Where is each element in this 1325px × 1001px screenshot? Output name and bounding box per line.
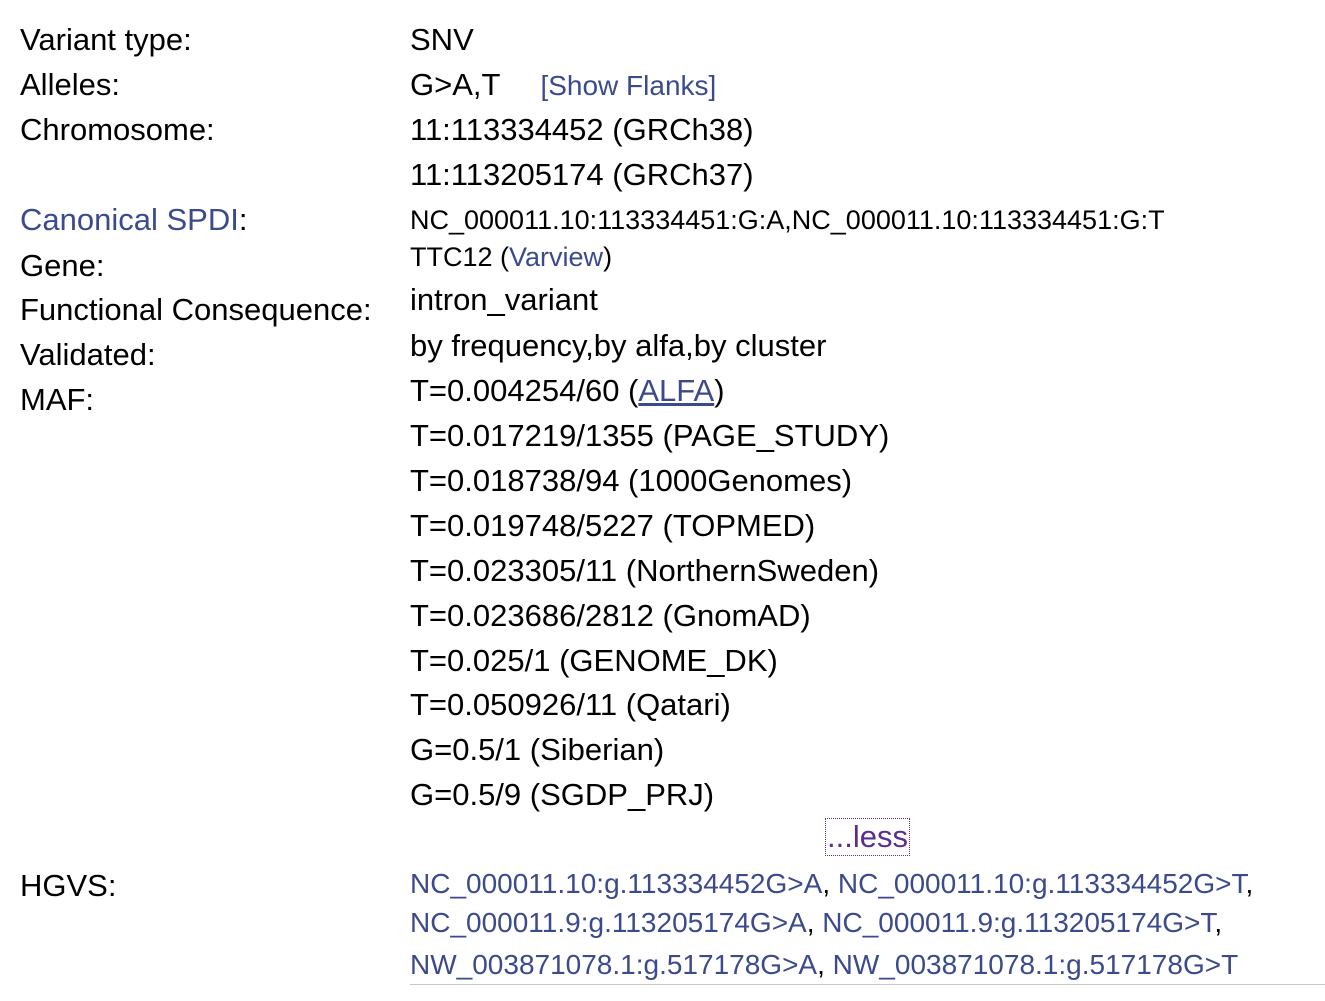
gene-close-paren: ) bbox=[603, 242, 613, 272]
hgvs-line-2: NC_000011.9:g.113205174G>A, NC_000011.9:… bbox=[410, 906, 1222, 940]
hgvs-link[interactable]: NC_000011.10:g.113334452G>A bbox=[410, 868, 823, 899]
maf-entry-row: T=0.019748/5227 (TOPMED) bbox=[0, 508, 1325, 553]
alleles-value: G>A,T bbox=[410, 67, 501, 102]
consequence-row: Functional Consequence: intron_variant bbox=[0, 282, 1325, 337]
hgvs-link[interactable]: NC_000011.10:g.113334452G>T bbox=[837, 868, 1246, 899]
hgvs-label: HGVS: bbox=[20, 868, 117, 903]
maf-first-suffix: ) bbox=[714, 373, 725, 408]
gene-open-paren: ( bbox=[492, 242, 510, 272]
bottom-divider bbox=[410, 984, 1325, 985]
maf-entry-row: G=0.5/1 (Siberian) bbox=[0, 732, 1325, 777]
alleles-value-wrap: G>A,T [Show Flanks] bbox=[410, 67, 716, 104]
maf-entry-row: G=0.5/9 (SGDP_PRJ) bbox=[0, 777, 1325, 822]
variant-type-value: SNV bbox=[410, 22, 474, 57]
spdi-value: NC_000011.10:113334451:G:A,NC_000011.10:… bbox=[410, 205, 1165, 235]
hgvs-link[interactable]: NC_000011.9:g.113205174G>A bbox=[410, 907, 807, 938]
chromosome-grch38: 11:113334452 (GRCh38) bbox=[410, 112, 754, 147]
maf-entry: T=0.023686/2812 (GnomAD) bbox=[410, 598, 811, 633]
consequence-label: Functional Consequence: bbox=[20, 292, 372, 327]
hgvs-line-1: NC_000011.10:g.113334452G>A, NC_000011.1… bbox=[410, 867, 1253, 901]
hgvs-row: HGVS: bbox=[0, 868, 1325, 913]
hgvs-link[interactable]: NC_000011.9:g.113205174G>T bbox=[822, 907, 1215, 938]
hgvs-trailing-comma: , bbox=[1214, 907, 1223, 938]
maf-row: MAF: T=0.004254/60 (ALFA) bbox=[0, 373, 1325, 427]
chromosome-grch37: 11:113205174 (GRCh37) bbox=[410, 157, 754, 192]
alfa-link[interactable]: ALFA bbox=[638, 373, 715, 408]
maf-entry: G=0.5/9 (SGDP_PRJ) bbox=[410, 777, 715, 812]
maf-entry-row: T=0.050926/11 (Qatari) bbox=[0, 687, 1325, 732]
maf-first-entry: T=0.004254/60 (ALFA) bbox=[410, 373, 725, 409]
gene-label: Gene: bbox=[20, 248, 105, 283]
validated-value: by frequency,by alfa,by cluster bbox=[410, 328, 827, 363]
gene-value-wrap: TTC12 (Varview) bbox=[410, 239, 612, 275]
hgvs-link[interactable]: NW_003871078.1:g.517178G>T bbox=[832, 949, 1239, 980]
hgvs-separator: , bbox=[822, 868, 838, 899]
hgvs-line-3: NW_003871078.1:g.517178G>A, NW_003871078… bbox=[410, 948, 1238, 982]
hgvs-separator: , bbox=[806, 907, 823, 938]
show-flanks-link[interactable]: [Show Flanks] bbox=[540, 70, 717, 101]
canonical-spdi-link[interactable]: Canonical SPDI bbox=[20, 202, 239, 237]
spdi-colon: : bbox=[238, 202, 248, 237]
maf-entry: T=0.023305/11 (NorthernSweden) bbox=[410, 553, 880, 588]
maf-label: MAF: bbox=[20, 382, 95, 417]
maf-entry-row: T=0.017219/1355 (PAGE_STUDY) bbox=[0, 418, 1325, 463]
maf-entry-row: T=0.025/1 (GENOME_DK) bbox=[0, 643, 1325, 688]
varview-link[interactable]: Varview bbox=[509, 242, 604, 272]
hgvs-trailing-comma: , bbox=[1245, 868, 1254, 899]
maf-entry: T=0.018738/94 (1000Genomes) bbox=[410, 463, 853, 498]
maf-entry-row: T=0.023305/11 (NorthernSweden) bbox=[0, 553, 1325, 598]
maf-first-prefix: T=0.004254/60 ( bbox=[410, 373, 639, 408]
maf-entry-row: T=0.018738/94 (1000Genomes) bbox=[0, 463, 1325, 508]
alleles-row: Alleles: G>A,T [Show Flanks] bbox=[0, 67, 1325, 112]
maf-entry: T=0.019748/5227 (TOPMED) bbox=[410, 508, 816, 543]
maf-entry: T=0.017219/1355 (PAGE_STUDY) bbox=[410, 418, 890, 453]
validated-row: Validated: by frequency,by alfa,by clust… bbox=[0, 328, 1325, 382]
variant-type-row: Variant type: SNV bbox=[0, 22, 1325, 67]
gene-row: Gene: TTC12 (Varview) bbox=[0, 242, 1325, 292]
chromosome-row: Chromosome: 11:113334452 (GRCh38) bbox=[0, 112, 1325, 157]
chromosome-row-2: 11:113205174 (GRCh37) bbox=[0, 157, 1325, 202]
variant-type-label: Variant type: bbox=[20, 22, 192, 57]
maf-entry: G=0.5/1 (Siberian) bbox=[410, 732, 665, 767]
consequence-value: intron_variant bbox=[410, 282, 598, 317]
less-link[interactable]: ...less bbox=[825, 818, 910, 856]
hgvs-link[interactable]: NW_003871078.1:g.517178G>A bbox=[410, 949, 818, 980]
hgvs-separator: , bbox=[817, 949, 833, 980]
validated-label: Validated: bbox=[20, 337, 156, 372]
chromosome-label: Chromosome: bbox=[20, 112, 215, 147]
alleles-label: Alleles: bbox=[20, 67, 120, 102]
maf-entry: T=0.050926/11 (Qatari) bbox=[410, 687, 731, 722]
spdi-label-wrap: Canonical SPDI: bbox=[20, 202, 247, 238]
spdi-row: Canonical SPDI: NC_000011.10:113334451:G… bbox=[0, 202, 1325, 247]
gene-name: TTC12 bbox=[410, 242, 493, 272]
maf-entry: T=0.025/1 (GENOME_DK) bbox=[410, 643, 778, 678]
maf-entry-row: T=0.023686/2812 (GnomAD) bbox=[0, 598, 1325, 643]
